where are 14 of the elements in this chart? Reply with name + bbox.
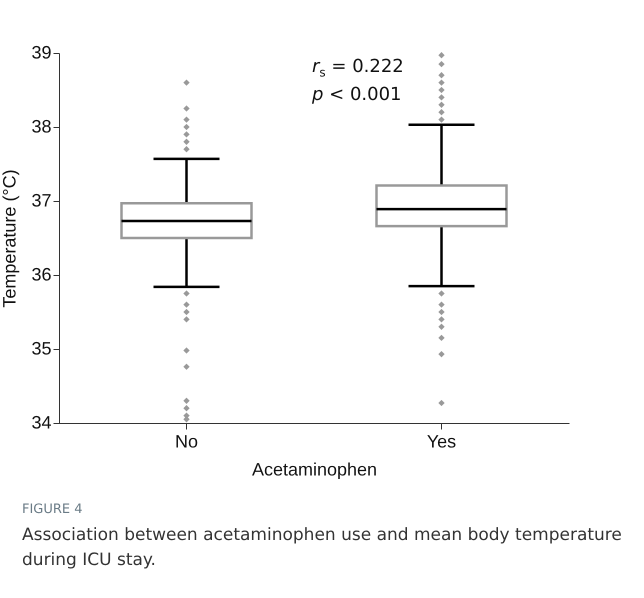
- x-tick-label: No: [174, 432, 198, 452]
- annotation: p < 0.001: [312, 84, 402, 106]
- x-axis-title: Acetaminophen: [252, 460, 378, 480]
- y-tick-label: 38: [31, 116, 52, 136]
- y-tick-label: 35: [31, 338, 52, 358]
- y-tick-label: 34: [31, 412, 52, 432]
- y-axis-title: Temperature (°C): [0, 169, 20, 308]
- x-tick-label: Yes: [426, 432, 456, 452]
- text: Association between acetaminophen use and mean body temperature during ICU stay.: [22, 524, 622, 572]
- annotation: r$_{s}$ = 0.222: [312, 56, 404, 82]
- caption: FIGURE 4: [22, 502, 84, 517]
- y-tick-label: 39: [31, 42, 52, 62]
- y-tick-label: 36: [31, 264, 52, 284]
- y-tick-label: 37: [31, 190, 52, 210]
